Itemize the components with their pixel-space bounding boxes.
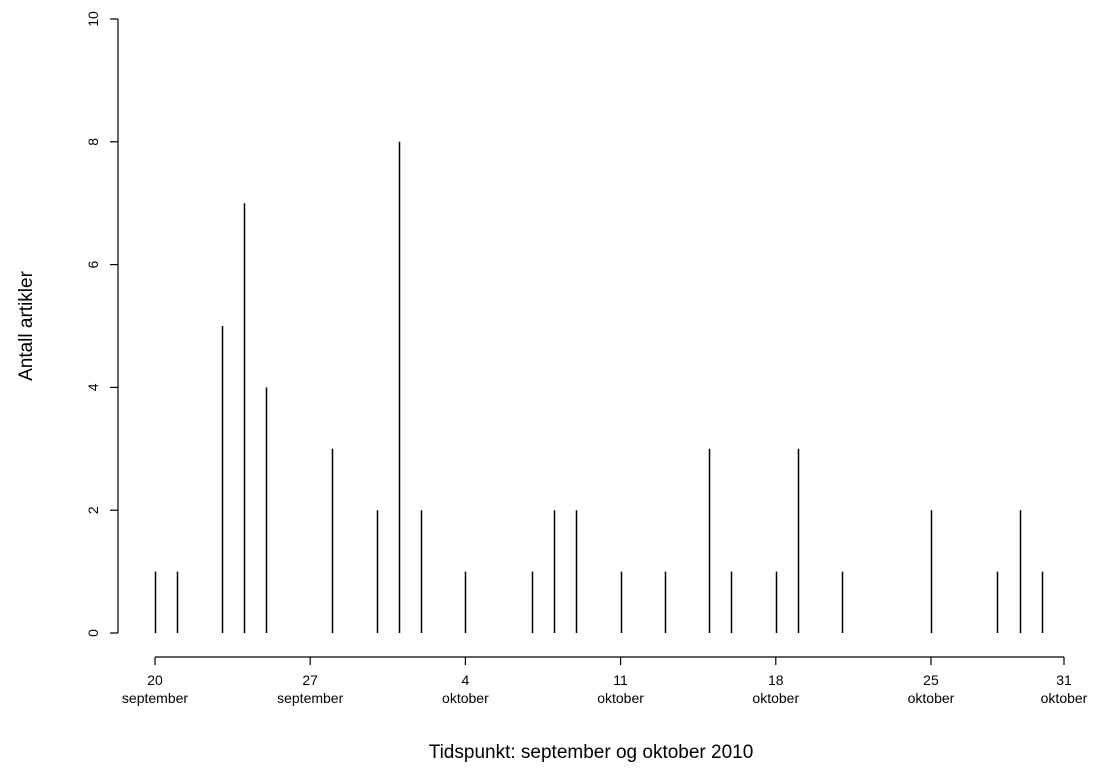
y-tick-label: 10 xyxy=(85,11,101,27)
x-tick-label-day: 18 xyxy=(768,672,784,688)
x-tick-label-month: oktober xyxy=(752,690,799,706)
y-axis: 0 2 4 6 8 10 xyxy=(85,11,119,637)
y-tick-label: 0 xyxy=(85,629,101,637)
x-tick-label-day: 4 xyxy=(461,672,469,688)
y-tick-label: 2 xyxy=(85,506,101,514)
x-axis-title: Tidspunkt: september og oktober 2010 xyxy=(429,742,754,763)
x-axis: 20 september 27 september 4 oktober 11 oktober 1… xyxy=(122,656,1088,706)
x-tick-label-month: oktober xyxy=(597,690,644,706)
x-tick-label-day: 25 xyxy=(923,672,939,688)
spike-series xyxy=(154,141,1044,633)
y-tick-label: 4 xyxy=(85,383,101,391)
x-tick-label-month: oktober xyxy=(442,690,489,706)
x-tick-label-month: september xyxy=(122,690,188,706)
y-tick-label: 6 xyxy=(85,260,101,268)
x-tick-label-day: 20 xyxy=(147,672,163,688)
y-tick-label: 8 xyxy=(85,138,101,146)
x-tick-label-month: oktober xyxy=(908,690,955,706)
x-tick-label-day: 31 xyxy=(1056,672,1072,688)
x-tick-label-month: oktober xyxy=(1041,690,1088,706)
x-tick-label-month: september xyxy=(277,690,343,706)
x-tick-label-day: 11 xyxy=(613,672,628,688)
y-axis-title: Antall artikler xyxy=(16,270,37,380)
x-tick-label-day: 27 xyxy=(302,672,318,688)
